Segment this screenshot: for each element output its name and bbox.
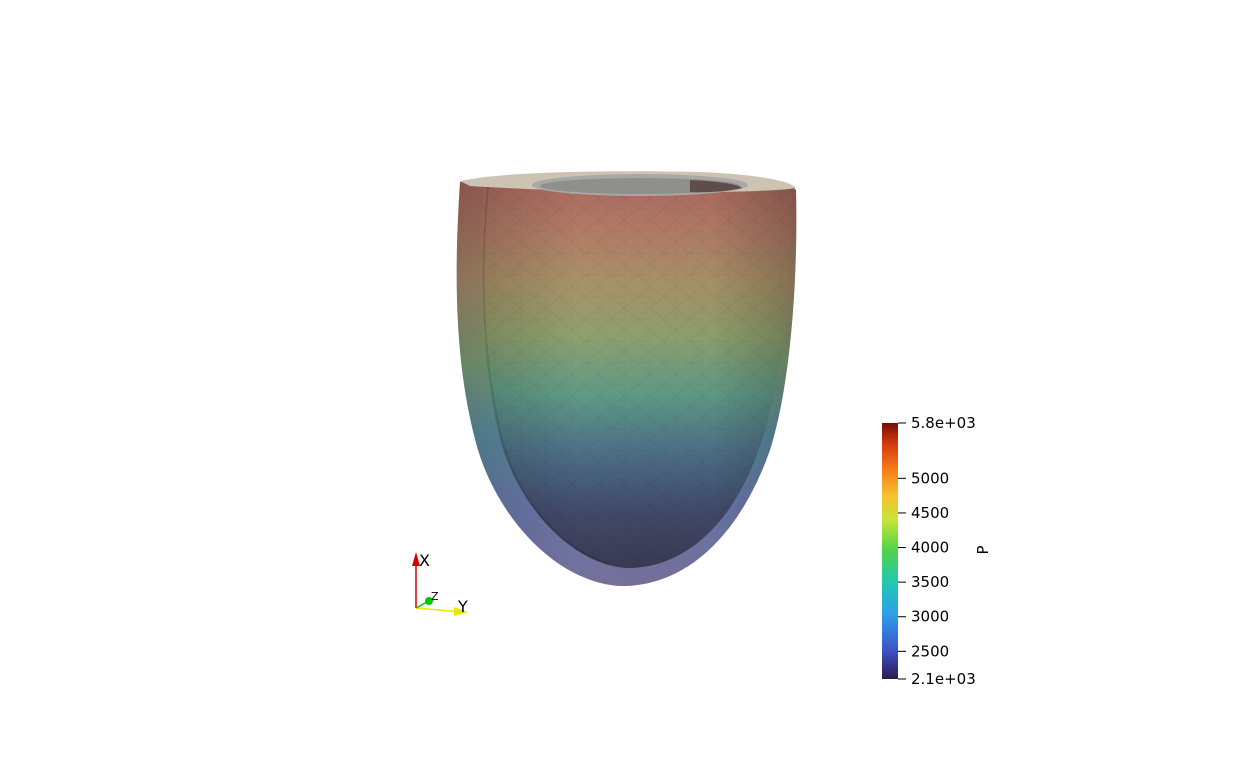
color-legend-bar	[882, 423, 898, 679]
heart-cavity-shadow	[690, 180, 742, 193]
color-legend-tick-label: 4000	[911, 539, 949, 557]
orientation-axes: X Y Z	[412, 551, 468, 616]
color-legend-tick-label: 2.1e+03	[911, 670, 976, 688]
y-axis-label: Y	[457, 597, 468, 616]
color-legend-tick-label: 3500	[911, 573, 949, 591]
color-legend-tick-label: 5.8e+03	[911, 414, 976, 432]
color-legend-tick-label: 5000	[911, 469, 949, 487]
color-legend-tick-label: 3000	[911, 608, 949, 626]
heart-seam	[482, 185, 611, 565]
color-legend-ticks: 5.8e+03 5000 4500 4000 3500 3000 2500 2.1e+03	[898, 414, 976, 688]
y-axis-arrow	[454, 607, 468, 616]
color-legend-title: P	[974, 545, 992, 554]
heart-shading	[456, 180, 797, 586]
scalar-color-legend: 5.8e+03 5000 4500 4000 3500 3000 2500 2.1e+03 P	[882, 414, 992, 688]
color-legend-tick-label: 2500	[911, 642, 949, 660]
z-axis-dot	[425, 597, 433, 605]
color-legend-tick-label: 4500	[911, 504, 949, 522]
x-axis-arrow	[412, 552, 420, 566]
z-axis-label: Z	[431, 590, 439, 603]
x-axis-label: X	[419, 551, 430, 570]
